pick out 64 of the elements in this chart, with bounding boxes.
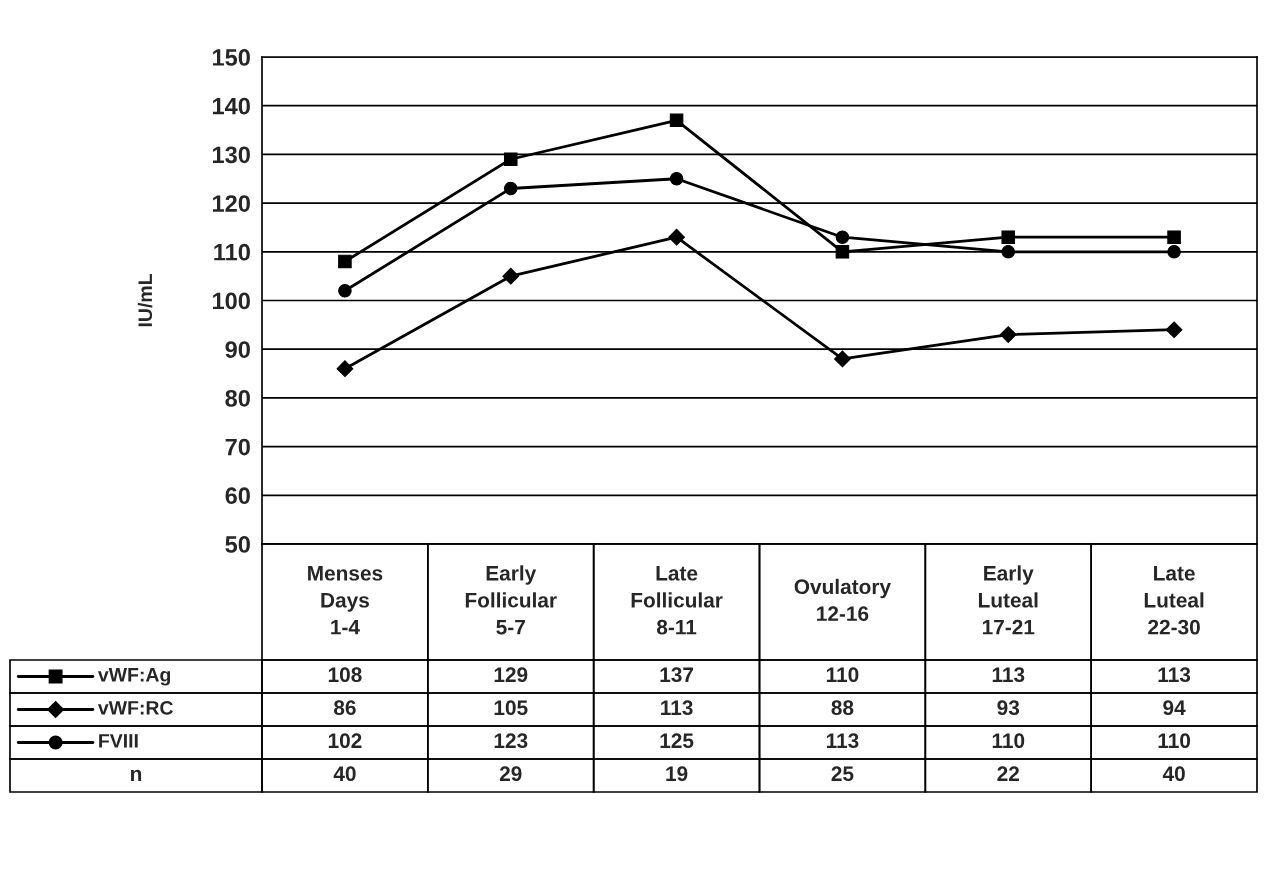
x-tick-label: Early Follicular 5-7 xyxy=(465,565,557,635)
data-label: 125 xyxy=(660,733,694,749)
text: n xyxy=(131,769,142,781)
y-tick-label: 90 xyxy=(225,341,250,358)
x-tick-label: Ovulatory 12-16 xyxy=(794,578,891,622)
x-tick-label: Late Luteal 22-30 xyxy=(1144,566,1204,635)
y-tick-label: 140 xyxy=(212,97,250,115)
text: 22 xyxy=(997,766,1019,781)
y-tick-label: 130 xyxy=(212,146,250,164)
y-tick-label: 70 xyxy=(225,438,250,456)
y-tick-label: 110 xyxy=(214,243,250,261)
data-label: 110 xyxy=(1158,733,1191,749)
data-label: 129 xyxy=(494,667,528,683)
point xyxy=(835,245,850,259)
text: 25 xyxy=(831,766,854,782)
point xyxy=(503,181,518,196)
text: 40 xyxy=(1162,766,1185,782)
point xyxy=(1165,321,1183,339)
point xyxy=(1001,230,1016,244)
point xyxy=(338,254,352,269)
x-tick-label: Early Luteal 17-21 xyxy=(978,565,1038,635)
data-label: 137 xyxy=(660,667,694,683)
data-label: 113 xyxy=(1158,667,1191,683)
data-label: 113 xyxy=(992,667,1025,683)
point xyxy=(1001,245,1016,259)
point xyxy=(338,283,352,298)
point xyxy=(1167,230,1181,244)
x-tick-label: Menses Days 1-4 xyxy=(308,566,383,635)
y-tick-label: 120 xyxy=(212,195,250,212)
x-tick-label: Late Follicular 8-11 xyxy=(631,566,723,635)
data-label: 123 xyxy=(494,733,528,749)
data-label: 94 xyxy=(1163,700,1186,716)
data-label: 86 xyxy=(333,700,356,716)
point xyxy=(502,267,520,285)
text: 19 xyxy=(666,766,688,782)
y-axis-title: IU/mL xyxy=(137,274,153,327)
point xyxy=(835,230,850,244)
y-tick-label: 50 xyxy=(225,536,250,553)
point xyxy=(834,350,851,368)
point xyxy=(336,360,354,378)
y-tick-label: 80 xyxy=(225,389,250,407)
point xyxy=(669,113,684,128)
point xyxy=(668,228,685,246)
y-tick-label: 100 xyxy=(212,292,250,310)
data-label: 88 xyxy=(831,700,854,716)
data-label: 108 xyxy=(328,667,362,683)
y-tick-label: 150 xyxy=(212,49,250,66)
y-tick-label: 60 xyxy=(225,487,250,505)
text: 40 xyxy=(333,766,356,782)
data-label: 113 xyxy=(826,733,859,749)
data-label: 93 xyxy=(997,700,1020,716)
data-label: 110 xyxy=(826,667,859,683)
text: 29 xyxy=(499,766,522,782)
legend-label: FVIII xyxy=(99,734,138,748)
point xyxy=(503,152,518,167)
point xyxy=(669,171,684,186)
legend-label: vWF:Ag xyxy=(97,668,171,686)
data-label: 110 xyxy=(992,733,1025,749)
data-label: 113 xyxy=(661,700,693,716)
data-label: 105 xyxy=(494,700,528,716)
legend-label: vWF:RC xyxy=(97,700,173,715)
point xyxy=(1167,245,1181,259)
point xyxy=(999,326,1017,343)
data-label: 102 xyxy=(328,733,362,749)
